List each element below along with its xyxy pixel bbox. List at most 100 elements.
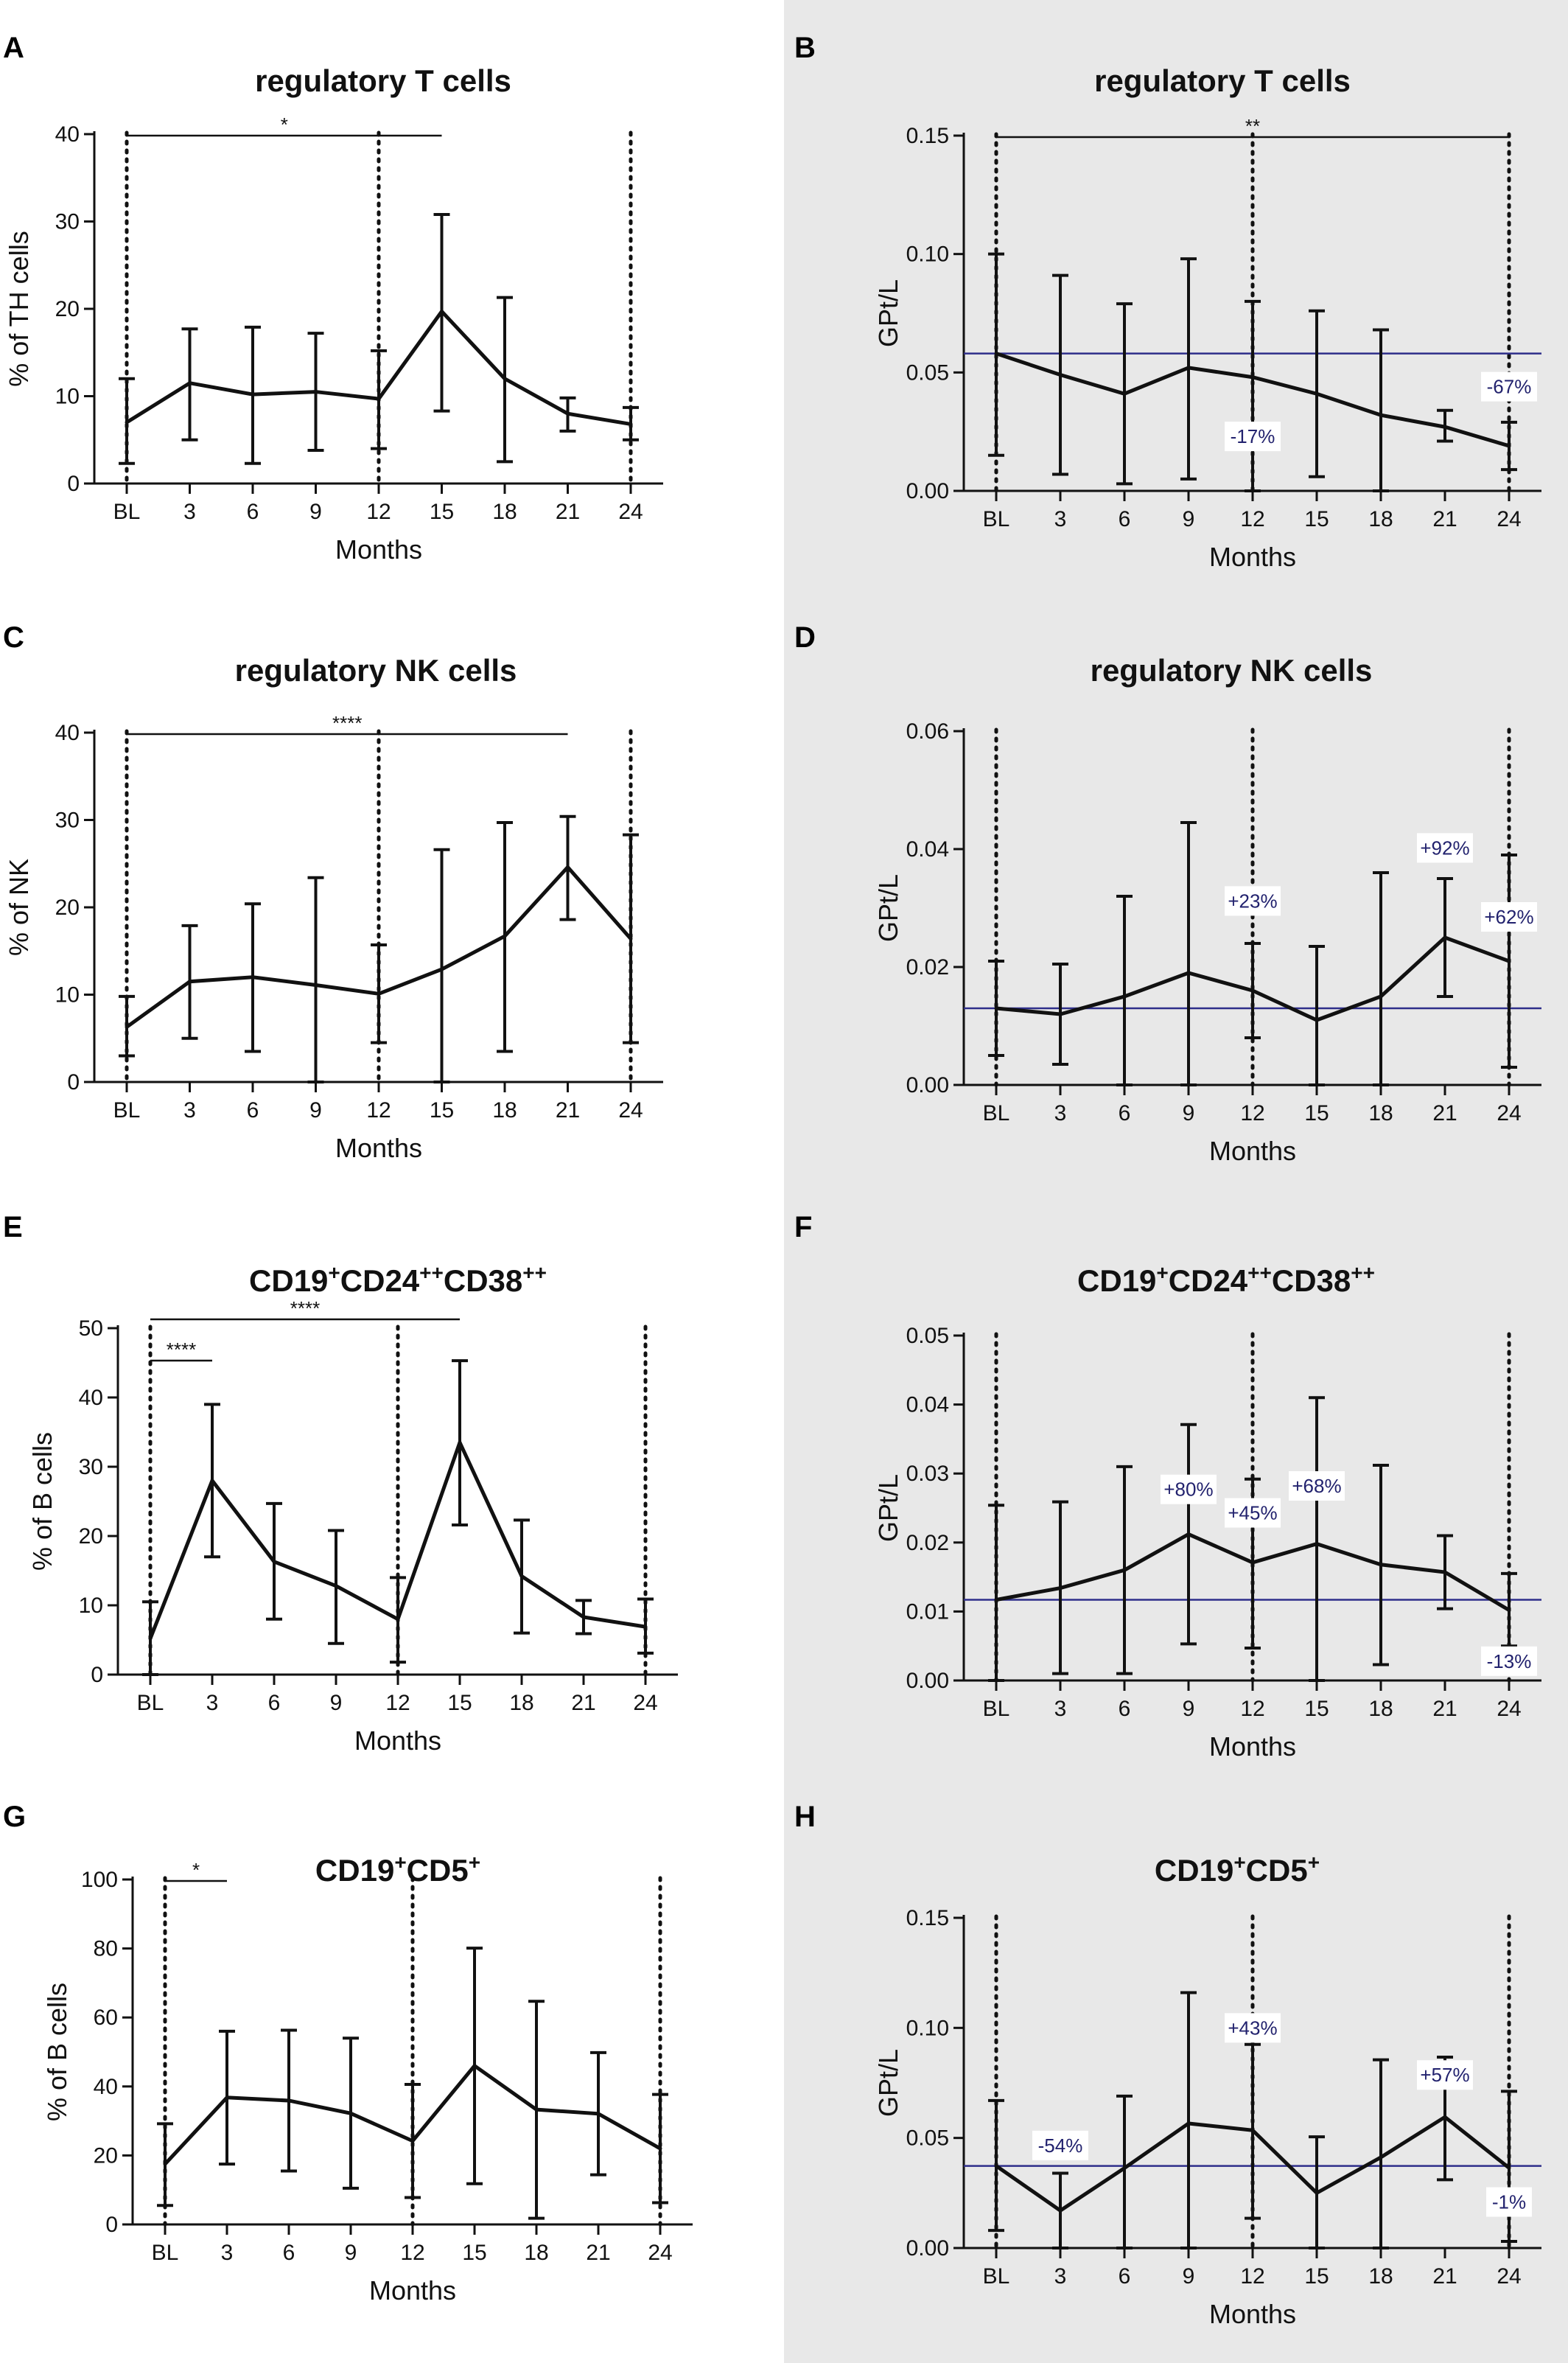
panel-h-cd19-cd5-gpt: H CD19+CD5+ 0.00 0.05 0.10 0.15 BL 3 6 9 12 15 18 21 2…	[784, 1769, 1568, 2363]
data-point	[1379, 413, 1383, 417]
chart-title: CD19+CD24++CD38++	[1077, 1261, 1375, 1298]
data-point	[163, 2162, 167, 2166]
x-tick-label: 6	[247, 500, 259, 524]
x-tick-label: 18	[509, 1691, 533, 1715]
x-tick-label: 21	[556, 1098, 580, 1123]
data-point	[1186, 2121, 1191, 2126]
annotation-box	[1225, 422, 1281, 452]
title-text: CD19	[249, 1263, 328, 1298]
y-tick-label: 0	[91, 1663, 103, 1687]
x-tick-label: 24	[1497, 507, 1521, 531]
significance-label: ****	[167, 1338, 196, 1361]
x-axis-label: Months	[354, 1725, 441, 1756]
x-tick-label: 3	[1054, 1697, 1067, 1721]
x-tick-label: BL	[137, 1691, 164, 1715]
x-tick-label: 6	[268, 1691, 281, 1715]
significance-label: ****	[332, 712, 362, 734]
x-tick-label: BL	[983, 2264, 1010, 2289]
data-point	[1315, 1018, 1319, 1022]
data-point	[519, 1574, 524, 1579]
y-tick-label: 10	[79, 1594, 103, 1618]
data-point	[1122, 2166, 1127, 2171]
title-superscript: ++	[419, 1261, 444, 1284]
x-tick-label: 24	[1497, 2264, 1521, 2289]
y-tick-label: 0.05	[906, 1324, 949, 1348]
annotation-box	[1225, 1498, 1281, 1528]
data-point	[1315, 1542, 1319, 1546]
x-tick-label: 3	[221, 2241, 234, 2265]
chart-title: CD19+CD5+	[1155, 1851, 1320, 1888]
annotation-box	[1481, 371, 1537, 402]
x-tick-label: BL	[983, 1101, 1010, 1125]
data-point	[188, 980, 192, 984]
x-tick-label: 12	[1240, 507, 1264, 531]
x-tick-label: 21	[556, 500, 580, 524]
chart-title: regulatory T cells	[255, 63, 511, 98]
percent-change-label: +68%	[1292, 1475, 1341, 1497]
x-axis-label: Months	[335, 1133, 422, 1163]
x-tick-label: BL	[983, 507, 1010, 531]
data-point	[1443, 425, 1447, 429]
x-tick-label: BL	[983, 1697, 1010, 1721]
title-text: CD24	[340, 1263, 420, 1298]
panel-label: B	[794, 32, 816, 64]
data-point	[1315, 391, 1319, 396]
data-point	[1379, 994, 1383, 999]
y-tick-label: 20	[55, 896, 80, 920]
x-tick-label: 21	[586, 2241, 610, 2265]
x-tick-label: 3	[183, 1098, 196, 1123]
x-tick-label: 24	[1497, 1101, 1521, 1125]
panel-label: C	[3, 621, 24, 654]
title-superscript: +	[1233, 1851, 1245, 1874]
chart-title: regulatory NK cells	[235, 653, 517, 688]
data-point	[210, 1479, 214, 1483]
data-point	[581, 1615, 586, 1619]
y-tick-label: 0.02	[906, 955, 949, 980]
data-point	[1122, 391, 1127, 396]
x-tick-label: 24	[633, 1691, 657, 1715]
x-tick-label: 15	[1304, 2264, 1329, 2289]
y-tick-label: 0.00	[906, 1073, 949, 1097]
x-tick-label: 21	[571, 1691, 595, 1715]
data-point	[1250, 375, 1255, 380]
panel-g-cd19-cd5-percent: G CD19+CD5+ 0 20 40 60 80 100 BL 3 6 9 12 15 18 21 24 Mon…	[0, 1769, 784, 2363]
x-tick-label: 21	[1432, 2264, 1457, 2289]
data-point	[349, 2111, 353, 2115]
y-tick-label: 40	[55, 122, 80, 147]
data-point	[534, 2107, 539, 2112]
annotation-box	[1417, 833, 1473, 863]
annotation-box	[1032, 2130, 1088, 2160]
x-tick-label: 9	[1183, 507, 1195, 531]
percent-change-label: -17%	[1231, 425, 1275, 447]
percent-change-label: +62%	[1484, 906, 1533, 928]
x-tick-label: 9	[309, 500, 322, 524]
chart-title: CD19+CD24++CD38++	[249, 1261, 547, 1298]
panel-label: D	[794, 621, 816, 654]
x-tick-label: 6	[247, 1098, 259, 1123]
x-tick-label: 21	[1432, 1697, 1457, 1721]
data-point	[472, 2064, 477, 2068]
x-tick-label: 24	[648, 2241, 672, 2265]
chart-title: regulatory NK cells	[1091, 653, 1373, 688]
data-point	[658, 2146, 662, 2151]
x-tick-label: 9	[1183, 2264, 1195, 2289]
x-tick-label: 18	[1368, 507, 1393, 531]
x-tick-label: 6	[1119, 507, 1131, 531]
percent-change-label: -54%	[1038, 2135, 1083, 2157]
y-axis-label: % of B cells	[27, 1432, 57, 1571]
data-point	[643, 1624, 648, 1629]
x-tick-label: 15	[1304, 507, 1329, 531]
y-tick-label: 80	[94, 1937, 118, 1961]
data-point	[377, 991, 381, 996]
x-tick-label: BL	[113, 500, 141, 524]
data-point	[314, 982, 318, 987]
chart-title: regulatory T cells	[1094, 63, 1351, 98]
title-superscript: +	[1308, 1851, 1320, 1874]
x-tick-label: 12	[366, 1098, 391, 1123]
